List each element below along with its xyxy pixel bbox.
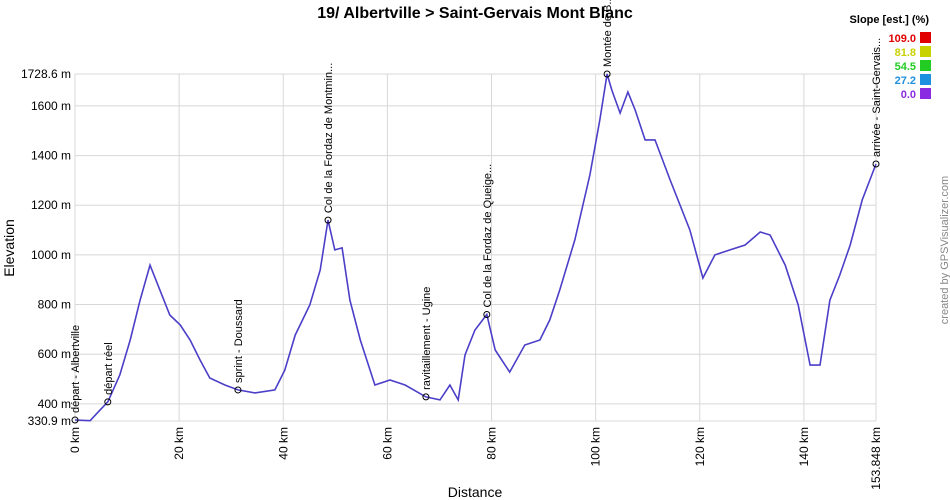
x-tick-label: 80 km — [485, 427, 499, 460]
legend-title: Slope [est.] (%) — [850, 14, 930, 26]
y-tick-label: 400 m — [38, 397, 71, 411]
x-tick-label: 100 km — [589, 427, 603, 466]
x-axis-label: Distance — [448, 484, 503, 500]
waypoint-label: Col de la Fordaz de Montmin... — [323, 63, 335, 213]
x-tick-label: 20 km — [172, 427, 186, 460]
legend-label: 27.2 — [895, 75, 916, 87]
y-tick-label: 1728.6 m — [21, 67, 71, 81]
waypoint-marker — [483, 310, 491, 318]
waypoint-marker — [234, 386, 242, 394]
credit: created by GPSVisualizer.com — [939, 176, 950, 324]
waypoint-marker — [104, 398, 112, 406]
waypoint-label: départ réel — [103, 342, 115, 395]
elevation-line — [74, 73, 877, 422]
x-tick-label: 140 km — [797, 427, 811, 466]
waypoint-marker — [872, 160, 880, 168]
x-tick-label: 60 km — [380, 427, 394, 460]
legend-label: 54.5 — [895, 61, 916, 73]
y-tick-label: 1400 m — [31, 149, 71, 163]
x-tick-label: 120 km — [693, 427, 707, 466]
legend-swatch — [920, 88, 931, 99]
legend-label: 81.8 — [895, 47, 916, 59]
waypoint-label: sprint - Doussard — [233, 299, 245, 383]
legend-swatch — [920, 46, 931, 57]
x-tick-label: 40 km — [276, 427, 290, 460]
legend-label: 0.0 — [901, 89, 916, 101]
legend-swatch — [920, 60, 931, 71]
y-tick-label: 1200 m — [31, 198, 71, 212]
y-tick-label: 1600 m — [31, 99, 71, 113]
waypoint-label: départ - Albertville — [70, 325, 82, 413]
x-tick-label: 153.848 km — [869, 427, 883, 490]
waypoint-marker — [422, 393, 430, 401]
waypoint-marker — [603, 70, 611, 78]
waypoint-marker — [71, 416, 79, 424]
waypoint-label: Col de la Fordaz de Queige... — [482, 164, 494, 308]
legend-swatch — [920, 32, 931, 43]
y-axis-label: Elevation — [1, 219, 17, 277]
waypoint-label: ravitaillement - Ugine — [421, 287, 433, 390]
legend-label: 109.0 — [888, 33, 916, 45]
waypoint-marker — [324, 216, 332, 224]
y-tick-label: 600 m — [38, 347, 71, 361]
waypoint-label: Montée de B... — [602, 0, 614, 67]
x-tick-label: 0 km — [68, 427, 82, 453]
legend-swatch — [920, 74, 931, 85]
chart-title: 19/ Albertville > Saint-Gervais Mont Bla… — [317, 5, 633, 22]
y-tick-label: 1000 m — [31, 248, 71, 262]
waypoint-label: arrivée - Saint-Gervais... — [871, 38, 883, 157]
y-tick-label: 330.9 m — [28, 414, 71, 428]
y-tick-label: 800 m — [38, 298, 71, 312]
